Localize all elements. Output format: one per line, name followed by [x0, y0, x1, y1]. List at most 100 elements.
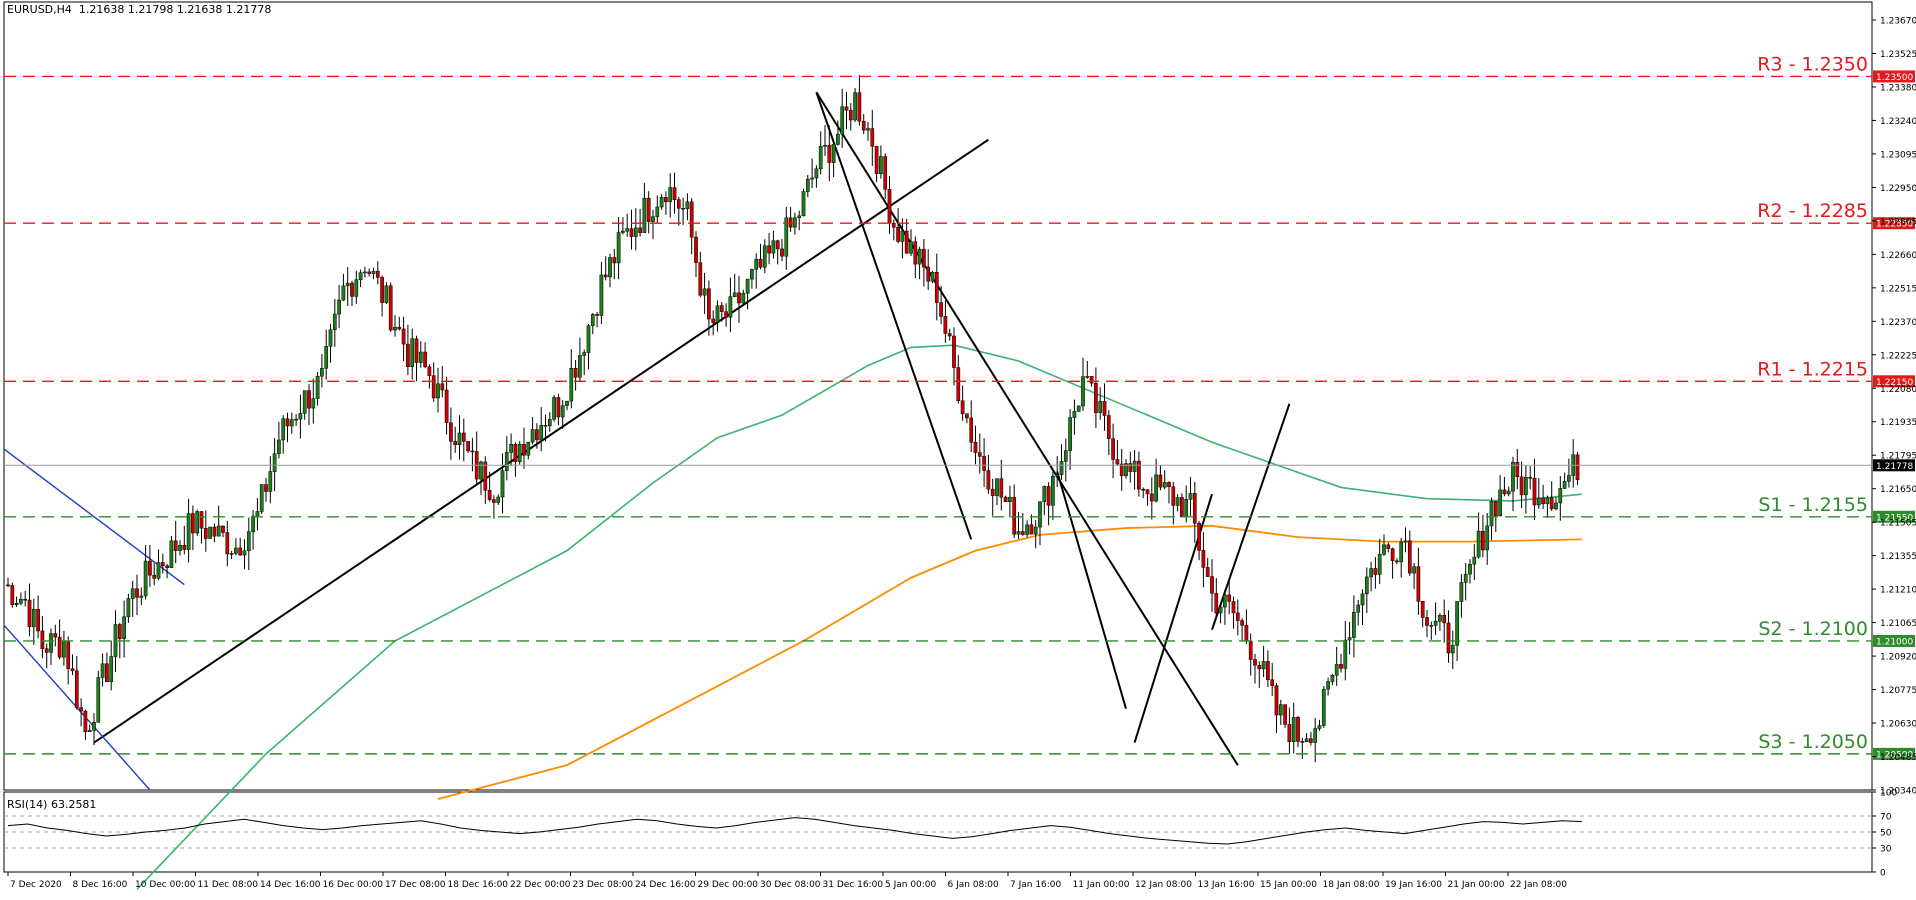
- bull-candle: [1076, 405, 1081, 412]
- bull-candle: [1321, 688, 1326, 726]
- bear-candle: [453, 441, 458, 446]
- bear-candle: [264, 484, 268, 492]
- bear-candle: [758, 259, 763, 268]
- bear-candle: [513, 444, 518, 463]
- bear-candle: [466, 441, 470, 452]
- bull-candle: [1347, 637, 1352, 641]
- bull-candle: [332, 313, 337, 330]
- bull-candle: [1291, 717, 1296, 742]
- price-axis-label: 1.22515: [1880, 284, 1916, 294]
- bull-candle: [1162, 482, 1167, 488]
- bull-candle: [1188, 493, 1193, 500]
- bull-candle: [633, 227, 638, 237]
- bear-candle: [986, 470, 991, 490]
- price-axis-label: 1.21650: [1880, 485, 1916, 495]
- bear-candle: [199, 511, 204, 529]
- price-axis-label: 1.20920: [1880, 653, 1916, 663]
- bull-candle: [1175, 497, 1180, 506]
- bear-candle: [191, 513, 195, 534]
- bear-candle: [1296, 717, 1300, 742]
- bear-candle: [1541, 497, 1545, 505]
- bull-candle: [1072, 411, 1077, 418]
- bear-candle: [1197, 522, 1201, 551]
- bull-candle: [92, 722, 96, 731]
- bull-candle: [917, 248, 922, 265]
- bull-candle: [655, 206, 660, 217]
- time-axis-label: 19 Jan 16:00: [1385, 880, 1442, 890]
- bear-candle: [1128, 463, 1133, 472]
- resistance-level-label: R1 - 1.2215: [1757, 358, 1868, 380]
- bull-candle: [1463, 573, 1468, 583]
- bear-candle: [775, 240, 780, 250]
- bear-candle: [1253, 659, 1257, 666]
- bear-candle: [1442, 615, 1447, 624]
- bear-candle: [1171, 486, 1176, 506]
- bull-candle: [337, 299, 341, 315]
- bull-candle: [1429, 625, 1434, 627]
- bear-candle: [444, 389, 449, 424]
- bear-candle: [367, 271, 372, 274]
- bull-candle: [668, 187, 673, 203]
- bear-candle: [375, 270, 380, 278]
- bull-candle: [625, 228, 630, 232]
- bear-candle: [397, 326, 402, 330]
- bull-candle: [1063, 450, 1068, 462]
- trend-line: [815, 91, 973, 540]
- bull-candle: [793, 217, 797, 228]
- bull-candle: [1506, 490, 1511, 495]
- bear-candle: [1227, 594, 1232, 602]
- bull-candle: [436, 383, 440, 399]
- bull-candle: [504, 452, 509, 471]
- bull-candle: [526, 441, 531, 456]
- ticker-info: EURUSD,H4 1.21638 1.21798 1.21638 1.2177…: [7, 3, 271, 16]
- price-axis-label: 1.21065: [1880, 619, 1916, 629]
- time-axis-label: 6 Jan 08:00: [948, 880, 1000, 890]
- bull-candle: [1330, 674, 1335, 682]
- support-level-tag: [1873, 634, 1915, 647]
- bear-candle: [990, 488, 995, 496]
- bear-candle: [1119, 463, 1124, 477]
- bear-candle: [711, 318, 716, 323]
- bear-candle: [487, 490, 492, 500]
- ohlc-values: 1.21638 1.21798 1.21638 1.21778: [78, 3, 272, 16]
- bear-candle: [44, 648, 49, 653]
- bull-candle: [1085, 376, 1090, 378]
- bull-candle: [995, 478, 999, 496]
- time-axis-label: 22 Dec 00:00: [510, 880, 571, 890]
- bear-candle: [999, 478, 1004, 498]
- bull-candle: [599, 274, 604, 316]
- bull-candle: [1360, 593, 1365, 606]
- bear-candle: [848, 109, 853, 121]
- price-axis-label: 1.23525: [1880, 50, 1916, 60]
- bear-candle: [672, 187, 677, 200]
- bear-candle: [470, 450, 475, 453]
- bear-candle: [203, 527, 208, 539]
- bear-candle: [1003, 496, 1008, 503]
- bull-candle: [100, 663, 105, 678]
- bull-candle: [565, 400, 569, 406]
- time-axis-label: 29 Dec 00:00: [698, 880, 759, 890]
- bull-candle: [750, 269, 754, 280]
- bear-candle: [483, 461, 488, 491]
- bear-candle: [638, 227, 642, 233]
- bull-candle: [178, 544, 182, 551]
- bear-candle: [737, 292, 741, 304]
- bull-candle: [1554, 502, 1558, 510]
- bear-candle: [956, 367, 961, 402]
- bear-candle: [1205, 567, 1210, 577]
- bull-candle: [345, 282, 350, 287]
- time-axis-label: 22 Jan 08:00: [1510, 880, 1567, 890]
- bear-candle: [1029, 524, 1034, 535]
- bull-candle: [410, 338, 415, 368]
- bull-candle: [156, 562, 161, 579]
- bear-candle: [952, 335, 956, 368]
- bull-candle: [745, 278, 750, 294]
- bull-candle: [547, 419, 552, 427]
- time-axis-label: 21 Jan 00:00: [1448, 880, 1505, 890]
- rsi-axis-label: 100: [1880, 789, 1897, 799]
- price-axis-label: 1.21795: [1880, 452, 1916, 462]
- resistance-level-value: 1.22150: [1876, 378, 1913, 388]
- resistance-level-value: 1.23500: [1876, 73, 1913, 83]
- bull-candle: [363, 271, 367, 274]
